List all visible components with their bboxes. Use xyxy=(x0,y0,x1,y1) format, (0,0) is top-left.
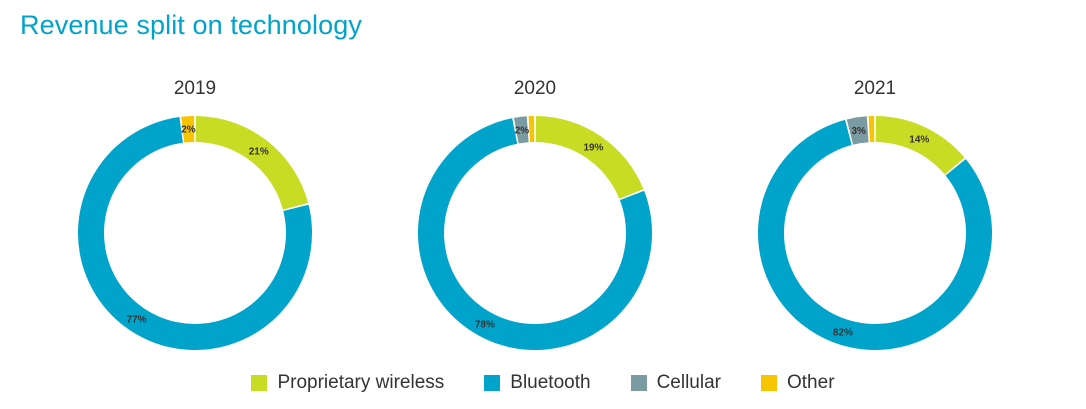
legend-item-proprietary-wireless: Proprietary wireless xyxy=(251,372,444,394)
data-label-2020-proprietary-wireless: 19% xyxy=(583,142,603,153)
data-label-2019-bluetooth: 77% xyxy=(127,315,147,326)
slice-2021-other xyxy=(868,116,875,143)
data-label-2021-bluetooth: 82% xyxy=(833,327,853,338)
legend-label-proprietary-wireless: Proprietary wireless xyxy=(277,372,445,393)
chart-title-2019: 2019 xyxy=(174,78,216,99)
data-label-2019-proprietary-wireless: 21% xyxy=(249,146,269,157)
data-label-2021-proprietary-wireless: 14% xyxy=(909,134,929,145)
slice-2021-proprietary-wireless xyxy=(875,116,965,175)
slice-2021-cellular xyxy=(846,116,869,145)
chart-title-2020: 2020 xyxy=(514,78,556,99)
page-title: Revenue split on technology xyxy=(20,10,362,40)
slice-2020-proprietary-wireless xyxy=(535,116,644,199)
legend-label-other: Other xyxy=(787,372,835,393)
slice-2019-other xyxy=(181,116,195,143)
data-label-2019-other: 2% xyxy=(181,125,196,136)
legend-item-bluetooth: Bluetooth xyxy=(484,372,591,394)
legend-label-bluetooth: Bluetooth xyxy=(510,372,591,393)
legend-item-cellular: Cellular xyxy=(630,372,721,394)
data-label-2020-cellular: 2% xyxy=(515,125,530,136)
slice-2019-proprietary-wireless xyxy=(195,116,309,210)
legend-label-cellular: Cellular xyxy=(656,372,721,393)
slice-2020-cellular xyxy=(513,116,529,144)
legend-swatch-other xyxy=(761,375,777,391)
legend-item-other: Other xyxy=(761,372,835,394)
chart-title-2021: 2021 xyxy=(854,78,896,99)
data-label-2021-cellular: 3% xyxy=(852,126,867,137)
legend: Proprietary wireless Bluetooth Cellular … xyxy=(0,372,1086,394)
legend-swatch-proprietary-wireless xyxy=(251,375,268,391)
legend-swatch-cellular xyxy=(630,375,647,391)
slice-2020-other xyxy=(528,116,535,143)
legend-swatch-bluetooth xyxy=(484,375,501,391)
data-label-2020-bluetooth: 78% xyxy=(475,320,495,331)
